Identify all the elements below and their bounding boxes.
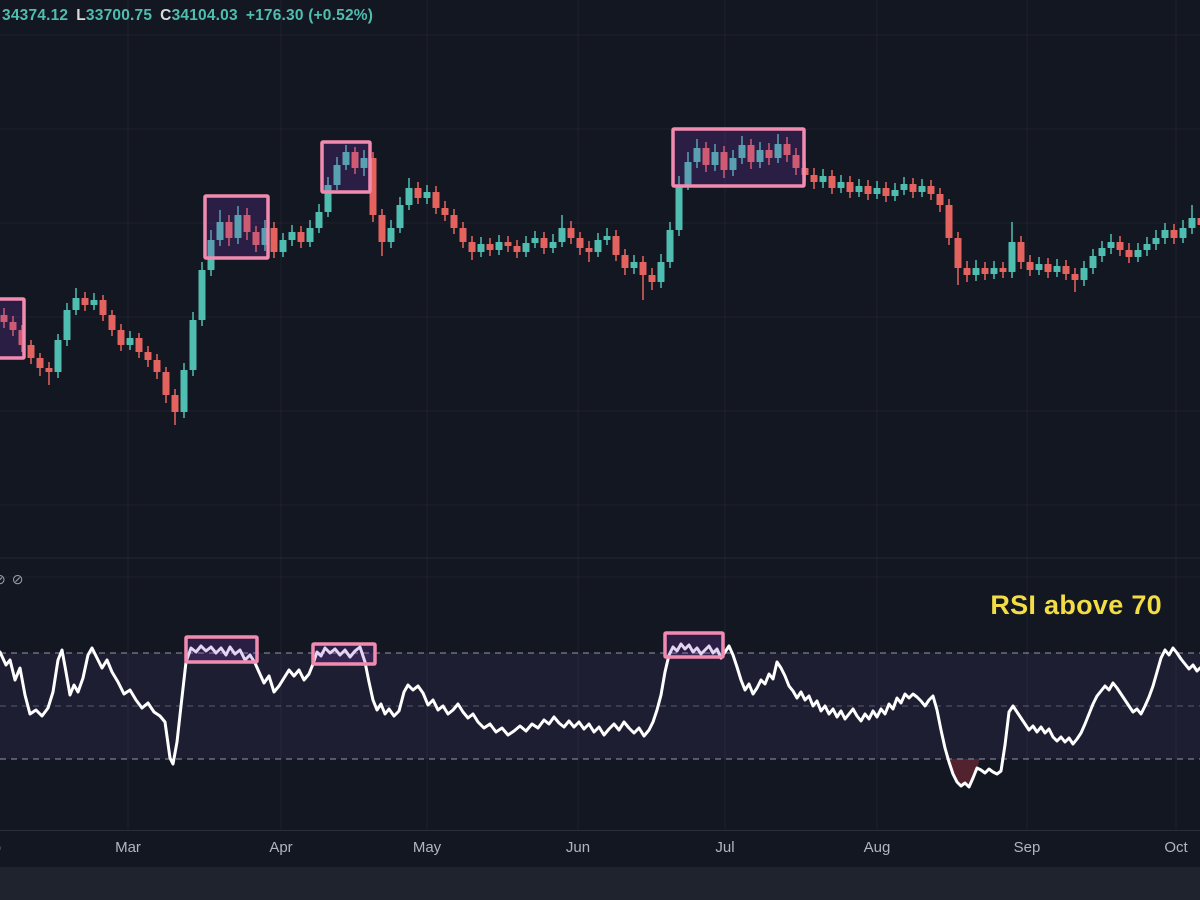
axis-label-mar: Mar [115, 839, 141, 856]
time-axis[interactable]: Feb Mar Apr May Jun Jul Aug Sep Oct [0, 830, 1200, 867]
rsi-annotation: RSI above 70 [990, 590, 1162, 620]
close-label: C [160, 7, 172, 24]
axis-label-apr: Apr [269, 839, 293, 856]
rsi-highlight-box[interactable] [663, 631, 725, 659]
close-value: 34104.03 [171, 7, 238, 24]
price-rsi-chart[interactable] [0, 0, 1200, 830]
rsi-band [0, 653, 1200, 759]
axis-label-jun: Jun [565, 839, 591, 856]
axis-label-feb: Feb [0, 839, 1, 856]
axis-label-sep: Sep [1013, 839, 1041, 856]
low-label: L [76, 7, 86, 24]
high-value: 34374.12 [2, 7, 69, 24]
hidden-indicator-icon[interactable]: ⊘ [11, 571, 24, 587]
price-highlight-box[interactable] [320, 140, 372, 194]
change-value: +176.30 (+0.52%) [245, 7, 374, 24]
price-highlight-box[interactable] [671, 127, 806, 188]
axis-label-aug: Aug [863, 839, 891, 856]
window-bottom-band [0, 867, 1200, 900]
hidden-indicator-icon[interactable]: ⊘ [0, 571, 6, 587]
axis-label-oct: Oct [1164, 839, 1188, 856]
ohlc-legend: 34374.12 L33700.75 C34104.03 +176.30 (+0.52… [2, 7, 381, 25]
axis-label-may: May [412, 839, 442, 856]
price-highlight-box[interactable] [203, 194, 270, 260]
indicator-legend-icons: ⊘⊘ [0, 571, 29, 588]
low-value: 33700.75 [85, 7, 153, 24]
rsi-highlight-box[interactable] [311, 642, 377, 666]
rsi-line [0, 642, 1200, 789]
axis-label-jul: Jul [715, 839, 735, 856]
price-highlight-box[interactable] [0, 297, 26, 360]
rsi-highlight-box[interactable] [184, 635, 259, 664]
candlestick-series [0, 134, 1200, 425]
